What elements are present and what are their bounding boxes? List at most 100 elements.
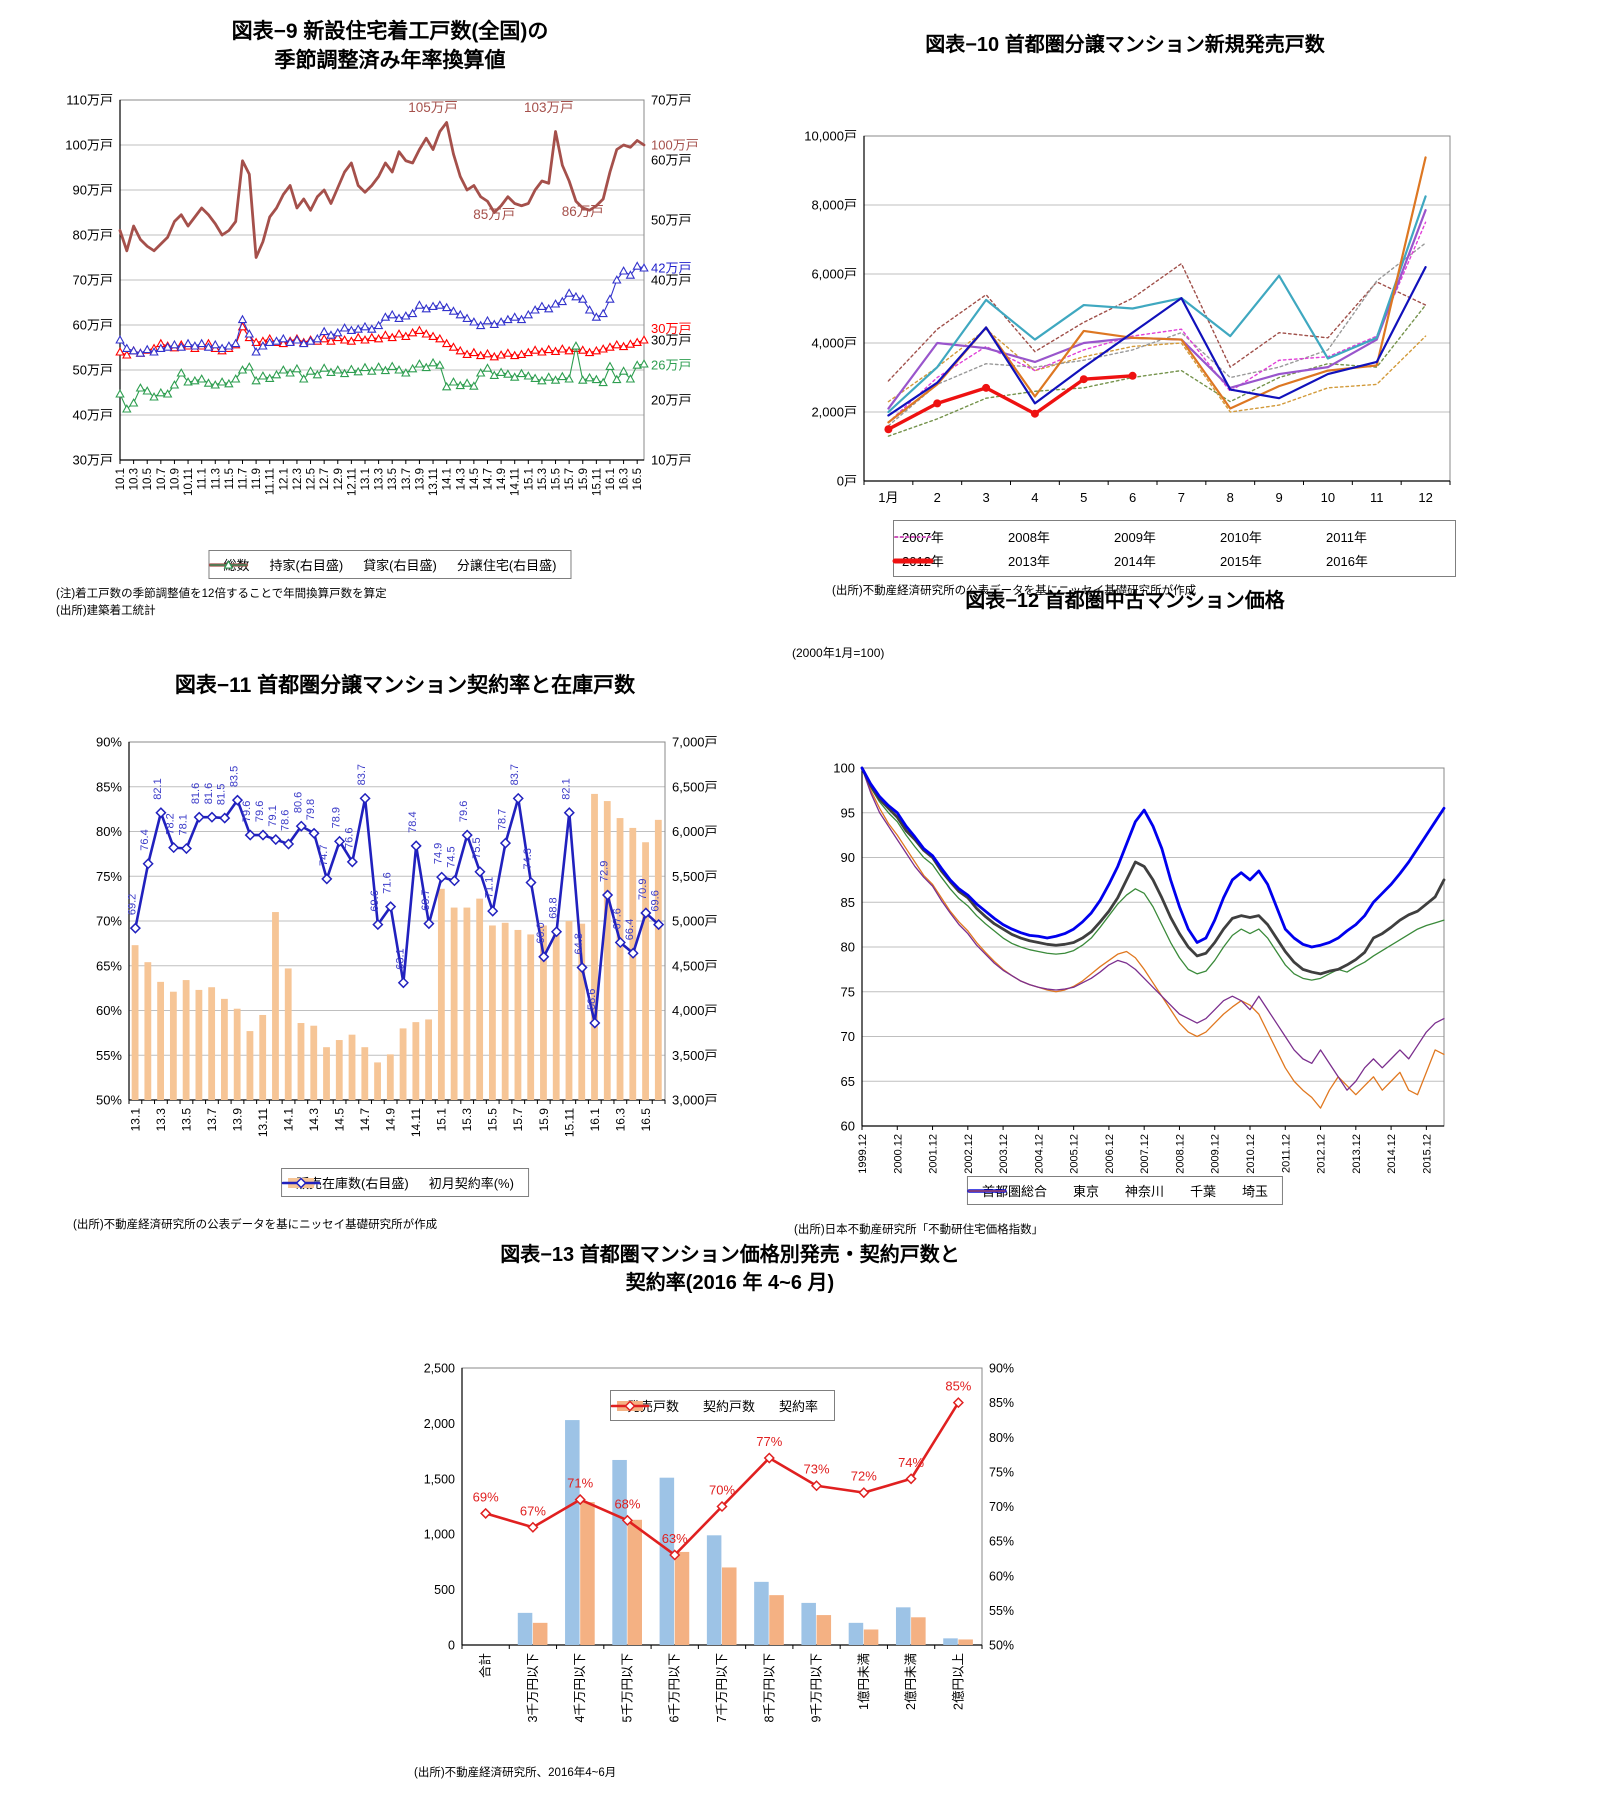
fig10-note-line: (出所)不動産経済研究所の公表データを基にニッセイ基礎研究所が作成 — [832, 585, 1197, 597]
svg-text:15.3: 15.3 — [460, 1108, 474, 1132]
fig11-notes: (出所)不動産経済研究所の公表データを基にニッセイ基礎研究所が作成 — [73, 1217, 437, 1234]
svg-text:30万戸: 30万戸 — [651, 333, 691, 348]
line-swatch-icon — [894, 535, 932, 538]
svg-text:2003.12: 2003.12 — [998, 1134, 1010, 1174]
svg-text:75%: 75% — [989, 1465, 1014, 1479]
legend-label: 貸家(右目盛) — [363, 558, 437, 573]
svg-text:85: 85 — [841, 895, 855, 910]
figure-10-title-line1: 図表−10 首都圏分譲マンション新規発売戸数 — [925, 34, 1325, 56]
svg-text:70.9: 70.9 — [637, 879, 649, 900]
svg-text:12: 12 — [1418, 490, 1432, 505]
svg-text:13.9: 13.9 — [414, 468, 426, 490]
svg-text:11: 11 — [1370, 490, 1384, 505]
legend-item: 分譲住宅(右目盛) — [209, 555, 557, 574]
svg-text:7千万円以下: 7千万円以下 — [715, 1653, 729, 1722]
svg-text:14.9: 14.9 — [384, 1108, 398, 1132]
figure-10-title: 図表−10 首都圏分譲マンション新規発売戸数 — [790, 32, 1460, 60]
svg-text:15.11: 15.11 — [562, 1108, 576, 1137]
legend-label: 2013年 — [1008, 554, 1050, 569]
svg-text:80.6: 80.6 — [292, 792, 304, 813]
svg-text:74.7: 74.7 — [318, 845, 330, 866]
line-swatch-icon — [610, 1399, 650, 1412]
svg-text:9千万円以下: 9千万円以下 — [810, 1653, 824, 1722]
svg-text:90: 90 — [841, 850, 855, 865]
svg-text:79.1: 79.1 — [267, 805, 279, 826]
svg-text:13.1: 13.1 — [128, 1108, 142, 1132]
svg-text:13.1: 13.1 — [360, 468, 372, 490]
svg-text:60万戸: 60万戸 — [73, 318, 113, 333]
svg-text:80%: 80% — [989, 1431, 1014, 1445]
svg-text:75: 75 — [841, 984, 855, 999]
svg-text:60万戸: 60万戸 — [651, 153, 691, 168]
svg-text:12.3: 12.3 — [292, 468, 304, 490]
svg-text:81.5: 81.5 — [216, 784, 228, 805]
svg-text:7,000戸: 7,000戸 — [672, 735, 718, 750]
svg-text:2004.12: 2004.12 — [1033, 1134, 1045, 1174]
svg-text:11.9: 11.9 — [251, 468, 263, 490]
svg-text:75%: 75% — [96, 869, 122, 884]
svg-text:11.7: 11.7 — [237, 468, 249, 490]
svg-text:15.9: 15.9 — [537, 1108, 551, 1132]
svg-text:83.7: 83.7 — [509, 764, 521, 785]
svg-text:7: 7 — [1178, 490, 1185, 505]
svg-text:合計: 合計 — [478, 1653, 493, 1678]
fig11-note-line: (出所)不動産経済研究所の公表データを基にニッセイ基礎研究所が作成 — [73, 1219, 438, 1231]
svg-text:2007.12: 2007.12 — [1139, 1134, 1151, 1174]
svg-text:83.7: 83.7 — [356, 764, 368, 785]
legend-label: 2010年 — [1220, 530, 1262, 545]
line-swatch-icon — [281, 1176, 321, 1189]
svg-text:74.5: 74.5 — [445, 846, 457, 867]
svg-text:8: 8 — [1227, 490, 1234, 505]
svg-text:71.6: 71.6 — [382, 872, 394, 893]
svg-text:40万戸: 40万戸 — [651, 273, 691, 288]
svg-text:69.6: 69.6 — [650, 890, 662, 911]
line-swatch-icon — [209, 559, 248, 569]
svg-text:68.8: 68.8 — [548, 897, 560, 918]
fig11-legend: 販売在庫数(右目盛) 初月契約率(%) — [281, 1168, 529, 1197]
svg-text:5,500戸: 5,500戸 — [672, 869, 718, 884]
svg-text:14.11: 14.11 — [510, 468, 522, 496]
legend-label: 2011年 — [1326, 530, 1367, 545]
svg-text:70: 70 — [841, 1029, 855, 1044]
svg-text:2015.12: 2015.12 — [1421, 1134, 1433, 1174]
svg-text:90%: 90% — [989, 1362, 1014, 1376]
figure-12-title: 図表−12 首都圏中古マンション価格 — [790, 588, 1460, 616]
svg-text:3,000戸: 3,000戸 — [672, 1093, 718, 1108]
svg-text:65: 65 — [841, 1074, 855, 1089]
svg-text:2億円未満: 2億円未満 — [904, 1653, 918, 1710]
svg-text:10.7: 10.7 — [156, 468, 168, 490]
svg-text:15.5: 15.5 — [551, 468, 563, 490]
svg-text:13.5: 13.5 — [179, 1108, 193, 1132]
svg-text:69.2: 69.2 — [126, 894, 138, 915]
svg-text:66.0: 66.0 — [535, 922, 547, 943]
svg-text:30万戸: 30万戸 — [73, 453, 113, 468]
svg-text:12.5: 12.5 — [306, 468, 318, 490]
fig10-legend: 2007年2008年2009年2010年2011年2012年2013年2014年… — [892, 520, 1456, 577]
svg-text:2010.12: 2010.12 — [1245, 1134, 1257, 1174]
svg-text:80%: 80% — [96, 824, 122, 839]
legend-item: 2013年 — [893, 551, 1114, 570]
legend-item: 2015年 — [893, 551, 1326, 570]
svg-text:66.4: 66.4 — [624, 919, 636, 940]
svg-text:2001.12: 2001.12 — [928, 1134, 940, 1174]
svg-text:69.7: 69.7 — [420, 889, 432, 910]
figure-13-title-line2: 契約率(2016 年 4~6 月) — [625, 1271, 835, 1294]
svg-text:82.1: 82.1 — [560, 778, 572, 799]
svg-text:15.11: 15.11 — [591, 468, 603, 496]
svg-text:11.1: 11.1 — [197, 468, 209, 490]
svg-text:2009.12: 2009.12 — [1210, 1134, 1222, 1174]
legend-item: 東京 — [967, 1181, 1099, 1200]
svg-text:2,000: 2,000 — [424, 1417, 455, 1431]
svg-text:14.1: 14.1 — [282, 1108, 296, 1132]
svg-text:70万戸: 70万戸 — [73, 273, 113, 288]
svg-text:8千万円以下: 8千万円以下 — [762, 1653, 776, 1722]
legend-item: 契約率 — [610, 1396, 818, 1415]
fig12-notes: (出所)日本不動産研究所「不動研住宅価格指数」 — [794, 1222, 1043, 1239]
legend-label: 持家(右目盛) — [269, 558, 344, 573]
svg-text:86万戸: 86万戸 — [562, 204, 604, 219]
svg-text:12.7: 12.7 — [319, 468, 331, 490]
legend-item: 2010年 — [894, 527, 1326, 546]
svg-text:55%: 55% — [989, 1604, 1014, 1618]
svg-text:105万戸: 105万戸 — [408, 100, 458, 115]
legend-label: 東京 — [1072, 1184, 1099, 1199]
